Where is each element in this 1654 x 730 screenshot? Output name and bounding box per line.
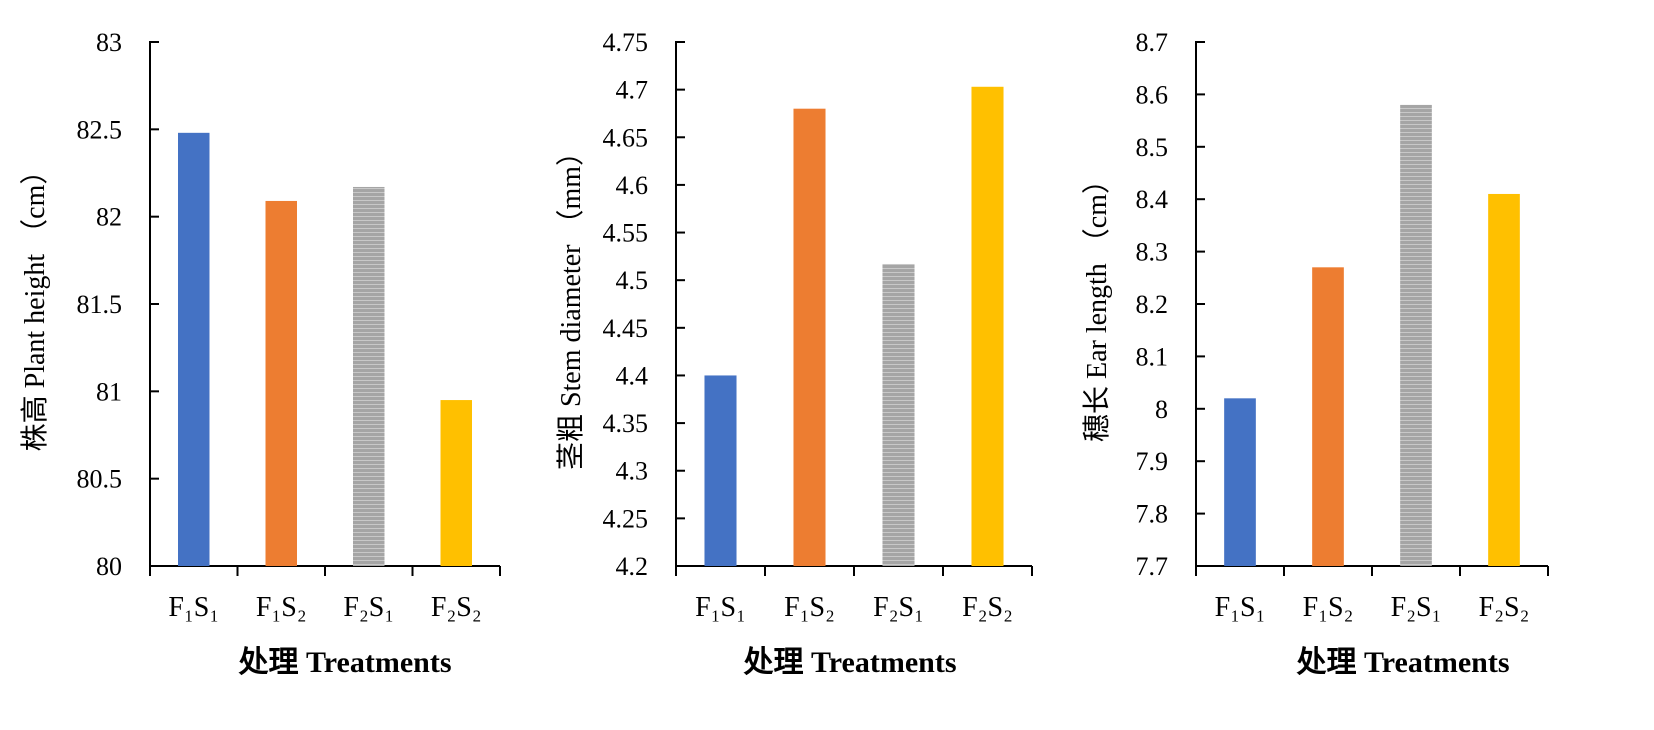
y-tick-label: 7.8 [1136,500,1169,529]
bar-3 [971,86,1004,566]
y-tick-label: 7.7 [1136,552,1169,581]
y-tick-label: 80 [96,552,122,581]
y-tick-label: 4.75 [603,28,649,57]
x-category-label: F₁S₂ [256,592,307,623]
y-tick-label: 8.1 [1136,342,1169,371]
bar-2 [882,263,915,566]
x-category-label: F₁S₂ [1303,592,1354,623]
y-tick-label: 4.6 [616,171,649,200]
y-tick-label: 7.9 [1136,447,1169,476]
y-tick-label: 4.3 [616,457,649,486]
bar-0 [178,132,210,566]
y-tick-label: 4.2 [616,552,649,581]
y-tick-label: 8.7 [1136,28,1169,57]
x-axis-title: 处理 Treatments [742,646,956,679]
y-tick-label: 4.4 [616,361,649,390]
y-tick-label: 4.65 [603,123,649,152]
x-category-label: F₁S₁ [1215,592,1266,623]
bar-2 [353,186,385,566]
chart-panel-stem-diameter: 4.2 4.25 4.3 4.35 4.4 4.45 4.5 4.55 4.6 4.65 4.7 4.… [555,28,1033,679]
x-category-label: F₂S₂ [1479,592,1530,623]
x-category-label: F₂S₁ [343,592,394,623]
x-category-label: F₂S₂ [431,592,482,623]
x-category-label: F₂S₂ [962,592,1013,623]
bar-1 [265,200,297,567]
x-category-label: F₁S₂ [784,592,835,623]
bar-2 [1400,104,1432,566]
bar-3 [1488,193,1520,566]
y-tick-label: 82 [96,203,122,232]
y-tick-label: 8.4 [1136,185,1169,214]
y-tick-label: 4.55 [603,219,649,248]
bar-0 [1224,398,1256,566]
y-axis-title: 穗长 Ear length （cm） [1081,166,1113,442]
y-tick-label: 81 [96,377,122,406]
y-tick-label: 8.2 [1136,290,1169,319]
y-tick-label: 4.45 [603,314,649,343]
chart-panel-plant-height: 80 80.5 81 81.5 82 82.5 83 F₁S₁ F₁S₂ F₂S₁ F₂S₂ 株高 P… [19,28,501,679]
y-axis-title: 株高 Plant height （cm） [19,157,51,452]
y-tick-label: 81.5 [77,290,123,319]
x-category-label: F₁S₁ [695,592,746,623]
x-axis-title: 处理 Treatments [1295,646,1509,679]
y-tick-label: 4.35 [603,409,649,438]
bar-0 [704,375,737,566]
y-tick-label: 8.5 [1136,133,1169,162]
y-axis-title: 茎粗 Stem diameter （mm） [555,138,587,470]
y-tick-label: 8.3 [1136,238,1169,267]
bar-1 [1312,267,1344,566]
y-tick-label: 4.25 [603,504,649,533]
y-tick-label: 82.5 [77,115,123,144]
y-tick-label: 4.5 [616,266,649,295]
x-axis-title: 处理 Treatments [237,646,451,679]
y-tick-label: 8.6 [1136,80,1169,109]
y-tick-label: 4.7 [616,76,649,105]
bar-3 [440,400,472,566]
chart-panel-ear-length: 7.7 7.8 7.9 8 8.1 8.2 8.3 8.4 8.5 8.6 8.7 F₁S₁ F₁S₂ F… [1081,28,1549,679]
y-tick-label: 83 [96,28,122,57]
bar-1 [793,108,826,566]
x-category-label: F₂S₁ [873,592,924,623]
y-tick-label: 80.5 [77,465,123,494]
x-category-label: F₁S₁ [168,592,219,623]
y-tick-label: 8 [1155,395,1168,424]
x-category-label: F₂S₁ [1391,592,1442,623]
